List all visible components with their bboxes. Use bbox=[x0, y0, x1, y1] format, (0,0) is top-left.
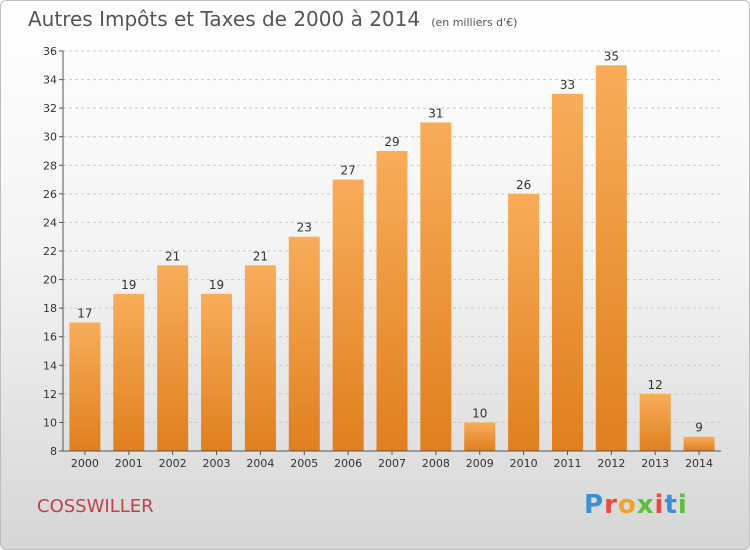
logo-letter: r bbox=[604, 490, 618, 520]
bar bbox=[464, 422, 496, 451]
y-tick-label: 26 bbox=[43, 188, 57, 201]
bar bbox=[113, 293, 145, 451]
bar-value-label: 17 bbox=[77, 306, 92, 320]
x-tick-label: 2006 bbox=[334, 457, 362, 470]
chart-subtitle: (en milliers d'€) bbox=[431, 16, 518, 29]
bar bbox=[69, 322, 101, 451]
logo-letter: o bbox=[617, 490, 637, 520]
x-tick-label: 2003 bbox=[203, 457, 231, 470]
bar bbox=[420, 122, 452, 451]
bar-value-label: 35 bbox=[604, 49, 619, 63]
bar bbox=[639, 393, 671, 451]
logo-letter: i bbox=[654, 490, 665, 520]
bar-value-label: 23 bbox=[297, 221, 312, 235]
x-tick-label: 2004 bbox=[246, 457, 274, 470]
x-tick-label: 2014 bbox=[685, 457, 713, 470]
bar-value-label: 19 bbox=[121, 278, 136, 292]
y-tick-label: 34 bbox=[43, 74, 57, 87]
x-tick-label: 2005 bbox=[290, 457, 318, 470]
bar bbox=[201, 293, 233, 451]
y-tick-label: 32 bbox=[43, 102, 57, 115]
y-tick-label: 12 bbox=[43, 388, 57, 401]
logo-letter: t bbox=[664, 490, 678, 520]
bar bbox=[508, 193, 540, 451]
logo-letter: i bbox=[677, 490, 688, 520]
commune-name: COSSWILLER bbox=[37, 496, 154, 517]
y-tick-label: 28 bbox=[43, 159, 57, 172]
bar bbox=[288, 236, 320, 451]
x-tick-label: 2010 bbox=[510, 457, 538, 470]
x-tick-label: 2011 bbox=[553, 457, 581, 470]
y-tick-label: 18 bbox=[43, 302, 57, 315]
y-tick-label: 8 bbox=[50, 445, 57, 458]
bar-value-label: 9 bbox=[695, 421, 703, 435]
x-tick-label: 2000 bbox=[71, 457, 99, 470]
bar bbox=[244, 265, 276, 451]
bar bbox=[683, 436, 715, 451]
bar-value-label: 10 bbox=[472, 406, 487, 420]
bar-value-label: 12 bbox=[648, 378, 663, 392]
bar-value-label: 21 bbox=[165, 249, 180, 263]
x-tick-label: 2002 bbox=[159, 457, 187, 470]
bar-value-label: 26 bbox=[516, 178, 531, 192]
y-tick-label: 16 bbox=[43, 331, 57, 344]
proxiti-logo[interactable]: Proxiti bbox=[584, 490, 688, 520]
bar bbox=[332, 179, 364, 452]
y-tick-label: 36 bbox=[43, 45, 57, 58]
x-tick-label: 2001 bbox=[115, 457, 143, 470]
bar-value-label: 31 bbox=[428, 106, 443, 120]
y-tick-label: 14 bbox=[43, 359, 57, 372]
x-tick-label: 2008 bbox=[422, 457, 450, 470]
y-tick-label: 10 bbox=[43, 416, 57, 429]
bar-value-label: 29 bbox=[384, 135, 399, 149]
x-tick-label: 2007 bbox=[378, 457, 406, 470]
y-tick-label: 22 bbox=[43, 245, 57, 258]
axes: 8 10 12 14 16 18 20 22 24 26 28 30 32 34 36 2000 2001 200… bbox=[43, 45, 721, 470]
bar-value-label: 27 bbox=[340, 164, 355, 178]
logo-letter: P bbox=[584, 490, 605, 520]
bar bbox=[376, 151, 408, 451]
bar bbox=[551, 93, 583, 451]
title-row: Autres Impôts et Taxes de 2000 à 2014 (e… bbox=[28, 7, 517, 31]
bar bbox=[157, 265, 189, 451]
bar bbox=[595, 65, 627, 452]
chart-title: Autres Impôts et Taxes de 2000 à 2014 bbox=[28, 7, 421, 31]
bar-value-label: 19 bbox=[209, 278, 224, 292]
y-tick-label: 20 bbox=[43, 274, 57, 287]
x-tick-label: 2009 bbox=[466, 457, 494, 470]
y-tick-label: 30 bbox=[43, 131, 57, 144]
bars: 17 19 21 19 21 23 27 29 31 10 26 33 35 12 9 bbox=[69, 49, 715, 452]
x-tick-label: 2012 bbox=[597, 457, 625, 470]
bar-value-label: 21 bbox=[253, 249, 268, 263]
logo-letter: x bbox=[636, 490, 655, 520]
x-tick-label: 2013 bbox=[641, 457, 669, 470]
bar-value-label: 33 bbox=[560, 78, 575, 92]
y-tick-label: 24 bbox=[43, 216, 57, 229]
